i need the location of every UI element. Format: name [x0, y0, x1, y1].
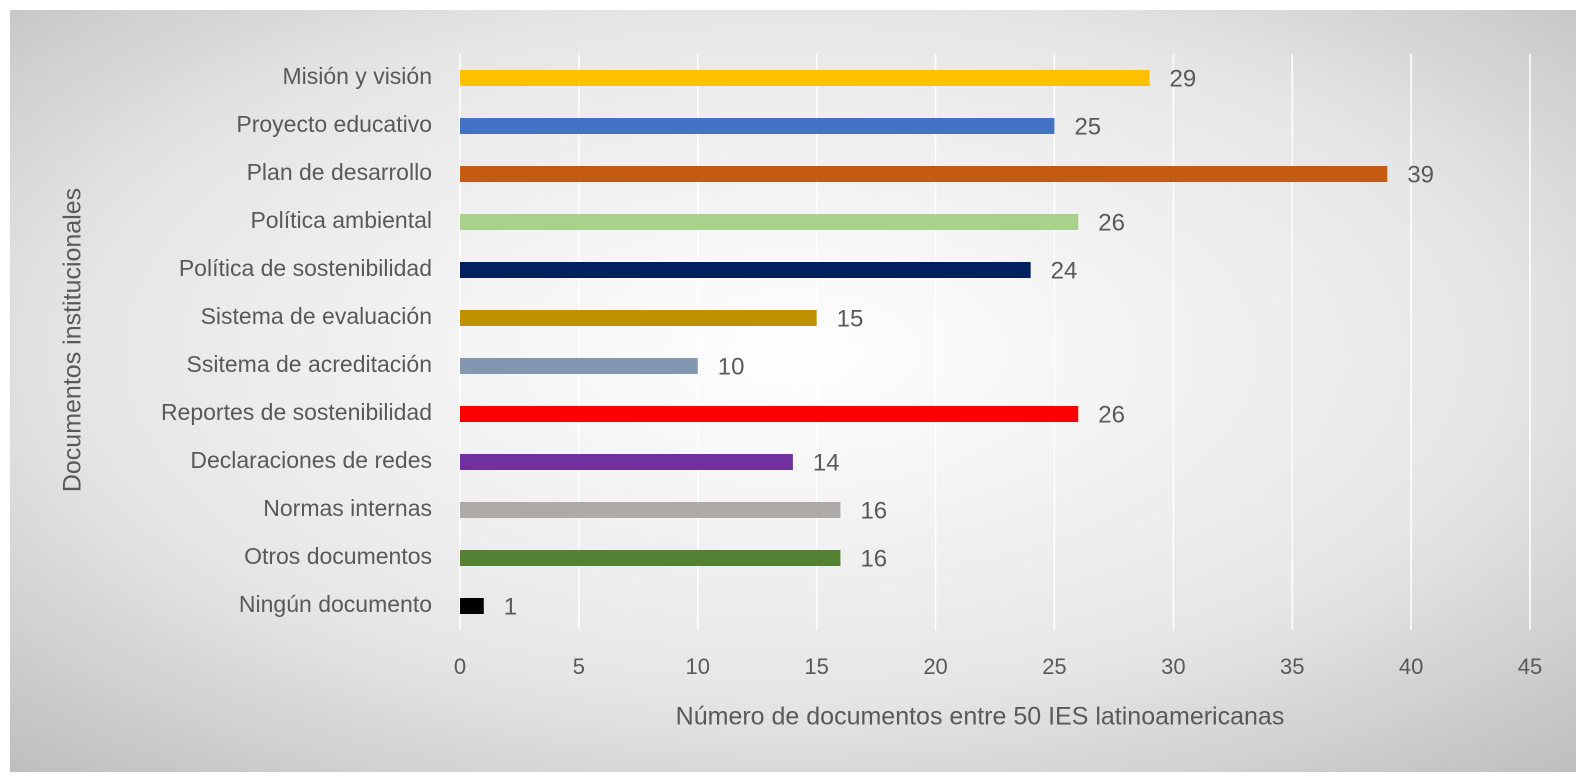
value-label: 15 [837, 305, 864, 332]
x-tick-label: 20 [923, 654, 947, 679]
x-tick-label: 35 [1280, 654, 1304, 679]
value-label: 26 [1098, 401, 1125, 428]
y-tick-label: Política ambiental [250, 207, 432, 233]
value-label: 39 [1407, 161, 1434, 188]
y-tick-label: Sistema de evaluación [201, 303, 432, 329]
value-label: 29 [1170, 65, 1197, 92]
bar [460, 598, 484, 614]
y-tick-label: Misión y visión [282, 63, 432, 89]
bar [460, 406, 1079, 422]
y-tick-label: Proyecto educativo [236, 111, 432, 137]
value-label: 16 [860, 545, 887, 572]
bar [460, 502, 841, 518]
value-label: 25 [1074, 113, 1101, 140]
value-label: 24 [1051, 257, 1078, 284]
value-label: 26 [1098, 209, 1125, 236]
value-label: 16 [860, 497, 887, 524]
bar [460, 166, 1388, 182]
y-tick-label: Reportes de sostenibilidad [161, 399, 432, 425]
y-tick-label: Plan de desarrollo [247, 159, 432, 185]
y-tick-label: Normas internas [263, 495, 432, 521]
bar [460, 358, 698, 374]
value-label: 14 [813, 449, 840, 476]
x-tick-label: 5 [573, 654, 585, 679]
y-axis-label: Documentos institucionales [59, 188, 87, 492]
value-label: 1 [504, 593, 517, 620]
y-tick-label: Declaraciones de redes [190, 447, 432, 473]
x-axis-label: Número de documentos entre 50 IES latino… [676, 703, 1285, 731]
bar [460, 262, 1031, 278]
x-tick-label: 10 [686, 654, 710, 679]
value-label: 10 [718, 353, 745, 380]
bar [460, 454, 793, 470]
bar [460, 70, 1150, 86]
bar [460, 550, 841, 566]
bar [460, 118, 1055, 134]
background [10, 10, 1576, 772]
bar [460, 214, 1079, 230]
x-tick-label: 30 [1161, 654, 1185, 679]
x-tick-label: 0 [454, 654, 466, 679]
y-tick-label: Ssitema de acreditación [187, 351, 432, 377]
y-tick-label: Otros documentos [244, 543, 432, 569]
bar [460, 310, 817, 326]
x-tick-label: 45 [1518, 654, 1542, 679]
x-tick-label: 15 [804, 654, 828, 679]
x-tick-label: 40 [1399, 654, 1423, 679]
x-tick-label: 25 [1042, 654, 1066, 679]
y-tick-label: Política de sostenibilidad [179, 255, 432, 281]
y-tick-label: Ningún documento [239, 591, 432, 617]
